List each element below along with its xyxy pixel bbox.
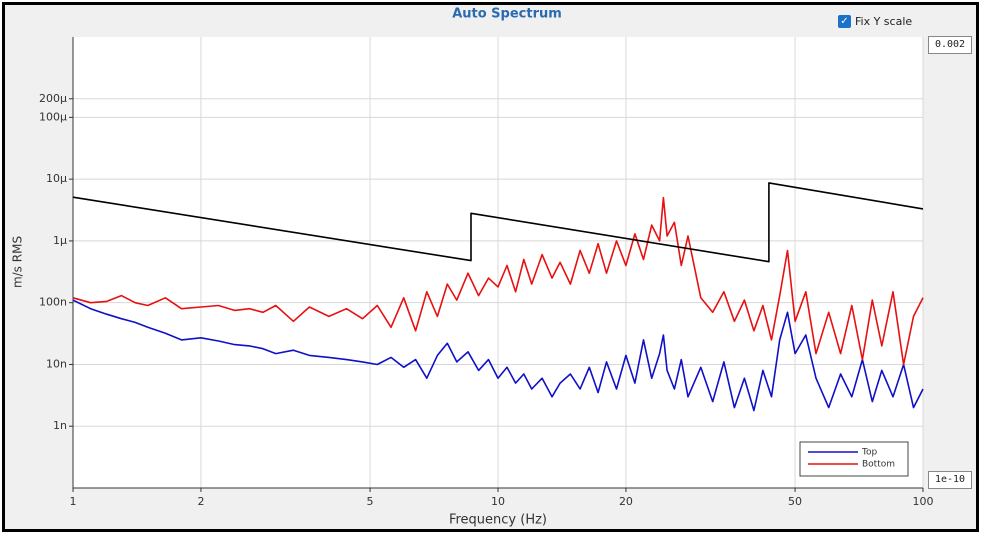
y-min-input[interactable]: 1e-10 <box>928 471 972 489</box>
series-line <box>72 196 924 366</box>
x-tick-label: 5 <box>367 495 374 508</box>
y-tick-label: 1μ <box>53 234 67 247</box>
y-max-input[interactable]: 0.002 <box>928 36 972 54</box>
y-tick-label: 100n <box>39 296 67 309</box>
y-axis-label: m/s RMS <box>11 236 25 288</box>
y-tick-label: 200μ <box>39 92 67 105</box>
fix-y-scale[interactable]: ✓ Fix Y scale <box>838 15 912 28</box>
series-line <box>72 299 924 412</box>
legend: Top Bottom <box>799 441 909 477</box>
y-tick-label: 10μ <box>46 172 67 185</box>
x-axis-label: Frequency (Hz) <box>449 513 547 528</box>
x-tick-label: 50 <box>788 495 802 508</box>
y-tick-label: 10n <box>46 357 67 370</box>
chart-title: Auto Spectrum <box>452 7 562 22</box>
checkbox-label: Fix Y scale <box>855 15 913 28</box>
x-tick-label: 2 <box>197 495 204 508</box>
y-tick-label: 100μ <box>39 110 67 123</box>
x-tick-label: 10 <box>491 495 505 508</box>
checkbox[interactable]: ✓ <box>838 15 851 28</box>
legend-label: Bottom <box>862 460 895 470</box>
x-tick-label: 1 <box>70 495 77 508</box>
x-tick-label: 100 <box>913 495 934 508</box>
legend-box <box>799 441 909 477</box>
x-tick-label: 20 <box>619 495 633 508</box>
y-tick-label: 1n <box>53 419 67 432</box>
legend-label: Top <box>861 448 877 458</box>
series-line <box>72 182 924 263</box>
